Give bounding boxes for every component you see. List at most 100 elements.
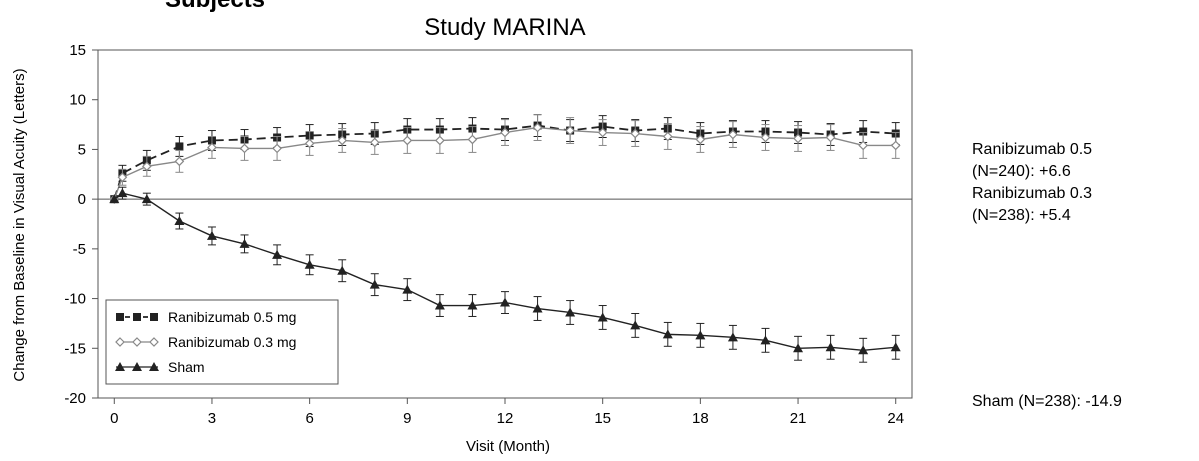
- legend-marker: [115, 362, 125, 371]
- legend-marker: [115, 337, 125, 347]
- legend-marker: [132, 337, 142, 347]
- data-point: [402, 284, 413, 294]
- data-point: [890, 140, 901, 151]
- legend: Ranibizumab 0.5 mg Ranibizumab 0.3 mg Sham: [105, 299, 339, 385]
- legend-entry: Ranibizumab 0.3 mg: [115, 334, 296, 350]
- legend-marker: [149, 362, 159, 371]
- legend-marker: [116, 313, 124, 321]
- data-point: [793, 343, 804, 353]
- legend-label: Ranibizumab 0.3 mg: [168, 334, 296, 350]
- legend-marker: [133, 313, 141, 321]
- side-note-ranibizumab-05-line2: (N=240): +6.6: [972, 163, 1071, 180]
- x-tick-label: 21: [790, 410, 807, 427]
- data-point: [109, 194, 120, 204]
- data-point: [435, 135, 445, 146]
- data-point: [825, 342, 836, 352]
- legend-entry: Sham: [115, 359, 205, 375]
- data-point: [728, 129, 738, 140]
- data-point: [272, 249, 283, 259]
- data-point: [239, 238, 250, 248]
- data-point: [117, 188, 128, 198]
- data-point: [532, 303, 543, 313]
- data-point: [369, 137, 380, 148]
- data-point: [434, 300, 445, 310]
- x-tick-label: 12: [497, 410, 514, 427]
- x-tick-label: 6: [305, 410, 313, 427]
- data-point: [467, 300, 478, 310]
- data-point: [337, 135, 348, 146]
- data-point: [337, 265, 348, 275]
- data-point: [402, 135, 413, 146]
- y-tick-label: -20: [64, 390, 86, 407]
- data-point: [369, 279, 380, 289]
- data-point: [304, 138, 315, 149]
- x-tick-label: 15: [594, 410, 611, 427]
- data-point: [141, 161, 152, 172]
- side-note-sham: Sham (N=238): -14.9: [972, 393, 1122, 410]
- series-line: [113, 192, 896, 351]
- data-point: [565, 307, 576, 317]
- x-tick-label: 3: [208, 410, 216, 427]
- side-note-ranibizumab-03-line1: Ranibizumab 0.3: [972, 185, 1093, 202]
- data-point: [727, 332, 738, 342]
- data-point: [117, 172, 128, 183]
- data-point: [467, 134, 478, 145]
- series-line: [113, 126, 896, 200]
- data-point: [695, 330, 706, 340]
- legend-marker: [149, 337, 159, 347]
- data-point: [500, 297, 510, 307]
- data-point: [532, 122, 543, 133]
- x-axis-label: Visit (Month): [466, 438, 550, 455]
- y-tick-label: 10: [69, 92, 86, 109]
- y-tick-label: 15: [69, 42, 86, 59]
- data-point: [174, 156, 185, 167]
- x-tick-label: 0: [110, 410, 118, 427]
- data-point: [272, 143, 282, 154]
- data-point: [859, 127, 868, 136]
- data-point: [630, 128, 641, 139]
- y-tick-label: -15: [64, 340, 86, 357]
- data-point: [662, 329, 673, 339]
- y-tick-label: 0: [78, 191, 86, 208]
- series-sham: [109, 186, 901, 363]
- data-point: [239, 143, 250, 154]
- x-tick-label: 9: [403, 410, 411, 427]
- x-tick-label: 24: [887, 410, 904, 427]
- data-point: [662, 131, 673, 142]
- data-point: [304, 259, 315, 269]
- cut-off-heading: Subjects: [165, 0, 265, 14]
- data-point: [597, 312, 608, 322]
- data-point: [890, 342, 901, 352]
- data-point: [760, 335, 771, 345]
- legend-label: Sham: [168, 359, 205, 375]
- data-point: [858, 140, 869, 151]
- legend-label: Ranibizumab 0.5 mg: [168, 309, 296, 325]
- series-line: [113, 124, 896, 200]
- chart-title: Study MARINA: [424, 14, 586, 41]
- data-point: [760, 132, 771, 143]
- legend-entry: Ranibizumab 0.5 mg: [116, 309, 296, 325]
- data-point: [565, 125, 575, 136]
- side-note-ranibizumab-03-line2: (N=238): +5.4: [972, 207, 1071, 224]
- y-tick-label: -10: [64, 291, 86, 308]
- legend-marker: [132, 362, 142, 371]
- x-tick-label: 18: [692, 410, 709, 427]
- series-ranibizumab-0-3-mg: [109, 114, 901, 204]
- data-point: [500, 127, 510, 138]
- data-point: [206, 230, 217, 240]
- y-tick-label: 5: [78, 141, 86, 158]
- data-point: [175, 142, 184, 151]
- data-point: [174, 216, 185, 226]
- side-note-ranibizumab-05-line1: Ranibizumab 0.5: [972, 141, 1093, 158]
- data-point: [858, 345, 869, 355]
- data-point: [597, 127, 608, 138]
- data-point: [630, 320, 641, 330]
- legend-marker: [150, 313, 158, 321]
- data-point: [825, 132, 836, 143]
- y-tick-label: -5: [73, 241, 86, 258]
- data-point: [141, 194, 152, 204]
- data-point: [207, 142, 217, 153]
- axes: -20 -15 -10 -5 0 5 10 15 0 3 6 9 12 15 18 21 24: [64, 42, 913, 427]
- series-layer: [109, 114, 901, 363]
